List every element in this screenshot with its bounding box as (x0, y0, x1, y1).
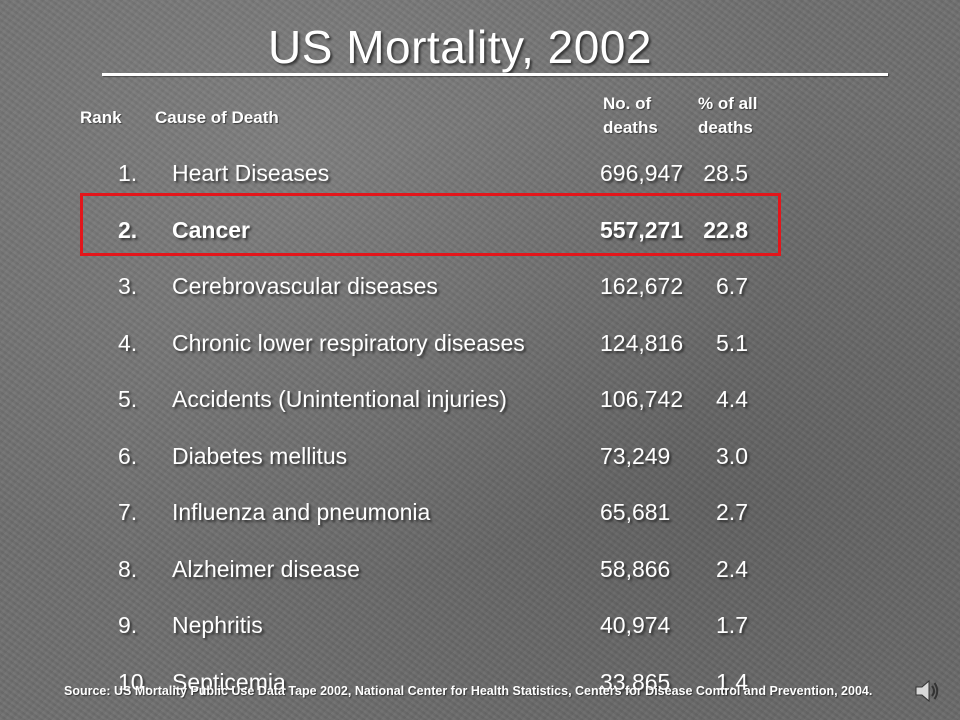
table-row: 10. Septicemia 33,865 1.4 (0, 667, 960, 697)
row-rank: 6. (118, 442, 138, 469)
table-row: 2. Cancer 557,271 22.8 (0, 215, 960, 245)
title-divider (102, 73, 888, 76)
row-percent: 28.5 (703, 160, 748, 186)
header-cause: Cause of Death (155, 108, 279, 127)
row-percent: 2.4 (716, 555, 748, 582)
header-rank: Rank (80, 108, 122, 127)
row-rank: 2. (118, 216, 138, 243)
row-deaths: 73,249 (600, 442, 671, 469)
table-row: 4. Chronic lower respiratory diseases 124,… (0, 328, 960, 358)
table-row: 5. Accidents (Unintentional injuries) 106,… (0, 384, 960, 414)
slide-title: US Mortality, 2002 (268, 21, 652, 73)
table-row: 9. Nephritis 40,974 1.7 (0, 610, 960, 640)
row-deaths: 162,672 (600, 273, 684, 299)
speaker-icon[interactable] (912, 676, 942, 706)
header-deaths: No. of deaths (603, 92, 683, 140)
row-percent: 3.0 (716, 442, 748, 469)
row-deaths: 33,865 (600, 668, 671, 695)
row-deaths: 58,866 (600, 555, 671, 582)
row-deaths: 65,681 (600, 499, 671, 525)
row-cause: Heart Diseases (172, 160, 330, 186)
table-row: 6. Diabetes mellitus 73,249 3.0 (0, 441, 960, 471)
row-rank: 8. (118, 555, 138, 582)
row-cause: Nephritis (172, 612, 263, 638)
row-percent: 4.4 (716, 386, 748, 412)
header-percent-line1: % of all (698, 94, 758, 113)
row-deaths: 106,742 (600, 386, 684, 412)
row-percent: 22.8 (703, 216, 748, 243)
row-percent: 5.1 (716, 329, 748, 356)
row-cause: Septicemia (172, 668, 286, 695)
row-rank: 9. (118, 612, 138, 638)
row-percent: 1.4 (716, 668, 748, 695)
header-percent: % of all deaths (698, 92, 788, 140)
source-citation: Source: US Mortality Public Use Data Tap… (64, 684, 873, 698)
table-row: 8. Alzheimer disease 58,866 2.4 (0, 554, 960, 584)
row-rank: 5. (118, 386, 138, 412)
table-row: 3. Cerebrovascular diseases 162,672 6.7 (0, 271, 960, 301)
row-deaths: 124,816 (600, 329, 684, 356)
row-cause: Cerebrovascular diseases (172, 273, 438, 299)
row-cause: Diabetes mellitus (172, 442, 348, 469)
table-row: 7. Influenza and pneumonia 65,681 2.7 (0, 497, 960, 527)
row-deaths: 696,947 (600, 160, 684, 186)
row-rank: 3. (118, 273, 138, 299)
row-cause: Influenza and pneumonia (172, 499, 431, 525)
row-rank: 4. (118, 329, 138, 356)
row-percent: 2.7 (716, 499, 748, 525)
row-percent: 6.7 (716, 273, 748, 299)
row-deaths: 557,271 (600, 216, 684, 243)
row-cause: Accidents (Unintentional injuries) (172, 386, 507, 412)
row-rank: 1. (118, 160, 138, 186)
header-deaths-line2: deaths (603, 118, 658, 137)
header-percent-line2: deaths (698, 118, 753, 137)
table-row: 1. Heart Diseases 696,947 28.5 (0, 158, 960, 188)
row-cause: Alzheimer disease (172, 555, 360, 582)
row-cause: Cancer (172, 216, 250, 243)
header-deaths-line1: No. of (603, 94, 652, 113)
row-rank: 10. (118, 668, 150, 695)
highlight-box (80, 193, 781, 256)
row-percent: 1.7 (716, 612, 748, 638)
row-deaths: 40,974 (600, 612, 671, 638)
row-rank: 7. (118, 499, 138, 525)
row-cause: Chronic lower respiratory diseases (172, 329, 525, 356)
